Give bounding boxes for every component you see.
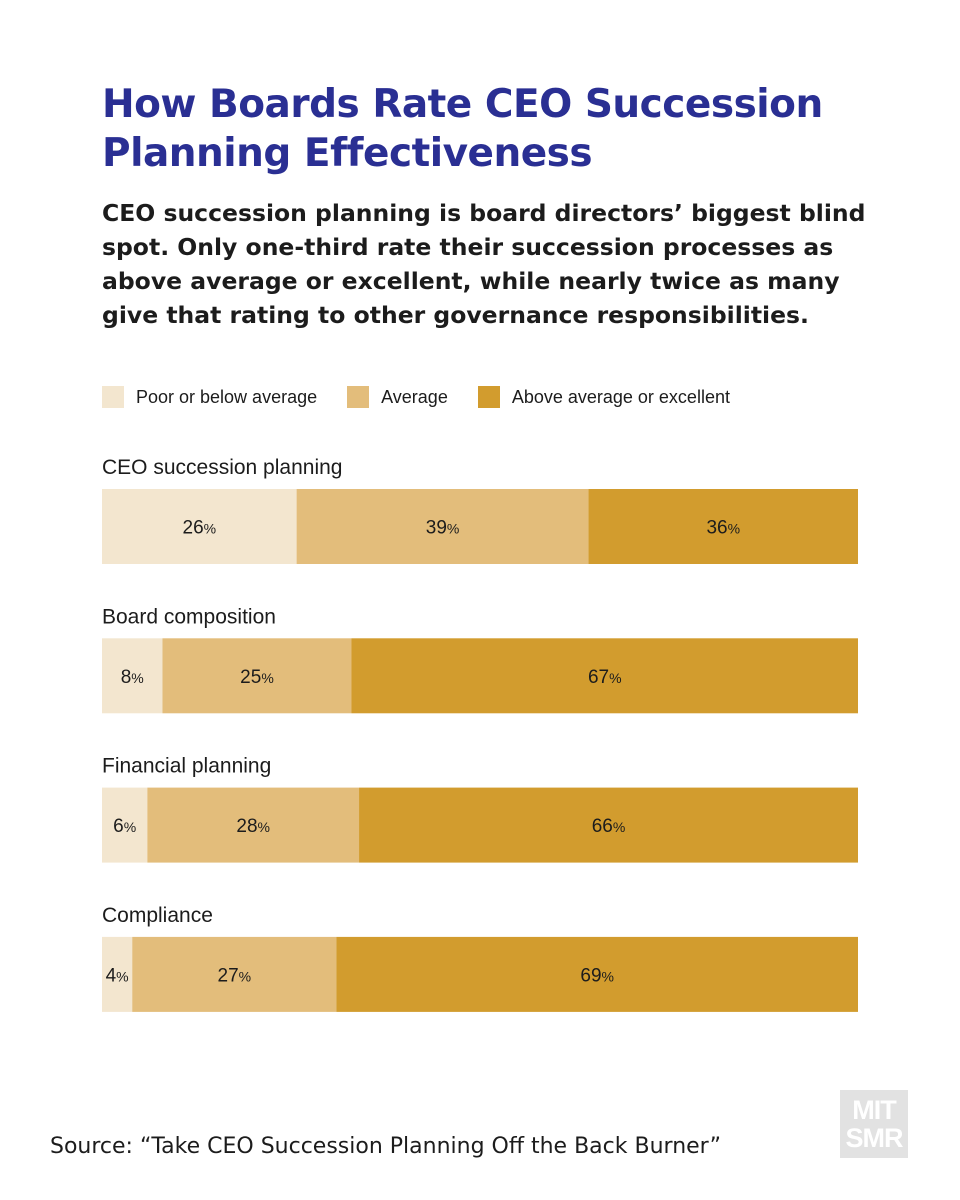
chart-legend: Poor or below average Average Above aver… xyxy=(102,384,760,410)
category-label-financial-planning: Financial planning xyxy=(102,755,271,778)
bar-board-composition-poor xyxy=(102,638,163,714)
data-label-board-composition-average: 25% xyxy=(240,667,274,688)
data-label-financial-planning-above: 66% xyxy=(592,816,626,837)
chart-title: How Boards Rate CEO Succession Planning … xyxy=(102,82,823,176)
legend-item-poor: Poor or below average xyxy=(102,386,317,408)
bar-ceo-succession-planning-poor xyxy=(102,489,297,564)
bar-compliance-above xyxy=(336,936,858,1012)
data-label-compliance-average: 27% xyxy=(218,965,252,986)
bar-ceo-succession-planning-above xyxy=(588,489,858,564)
bar-financial-planning-average xyxy=(147,787,360,863)
data-label-board-composition-poor: 8% xyxy=(121,667,144,688)
bar-board-composition-above xyxy=(351,638,858,714)
data-label-ceo-succession-planning-above: 36% xyxy=(706,518,740,539)
legend-label-average: Average xyxy=(381,386,448,407)
bar-compliance-average xyxy=(132,936,337,1012)
bar-ceo-succession-planning-average xyxy=(296,489,589,564)
legend-swatch-above xyxy=(477,386,500,408)
data-label-compliance-poor: 4% xyxy=(106,965,129,986)
logo-line-2: SMR xyxy=(845,1123,904,1153)
legend-swatch-poor xyxy=(102,386,124,408)
data-label-compliance-above: 69% xyxy=(580,965,614,986)
data-label-board-composition-above: 67% xyxy=(588,667,622,688)
data-label-financial-planning-poor: 6% xyxy=(113,816,136,837)
legend-label-above: Above average or excellent xyxy=(511,386,730,407)
bar-financial-planning-above xyxy=(359,787,858,863)
category-label-compliance: Compliance xyxy=(102,904,213,927)
legend-swatch-average xyxy=(347,386,370,408)
mit-smr-logo: MIT SMR xyxy=(840,1090,908,1158)
bar-board-composition-average xyxy=(162,638,352,714)
chart-subtitle: CEO succession planning is board directo… xyxy=(102,199,866,329)
data-label-ceo-succession-planning-poor: 26% xyxy=(183,518,217,539)
bar-compliance-poor xyxy=(102,936,133,1012)
legend-item-average: Average xyxy=(347,386,448,408)
category-label-board-composition: Board composition xyxy=(102,605,276,628)
bar-financial-planning-poor xyxy=(102,787,148,863)
data-label-financial-planning-average: 28% xyxy=(236,816,270,837)
logo-line-1: MIT xyxy=(852,1095,896,1125)
source-note: Source: “Take CEO Succession Planning Of… xyxy=(50,1134,722,1159)
data-label-ceo-succession-planning-average: 39% xyxy=(426,518,460,539)
legend-label-poor: Poor or below average xyxy=(136,386,318,407)
legend-item-above: Above average or excellent xyxy=(477,386,730,408)
category-label-ceo-succession-planning: CEO succession planning xyxy=(102,456,342,479)
